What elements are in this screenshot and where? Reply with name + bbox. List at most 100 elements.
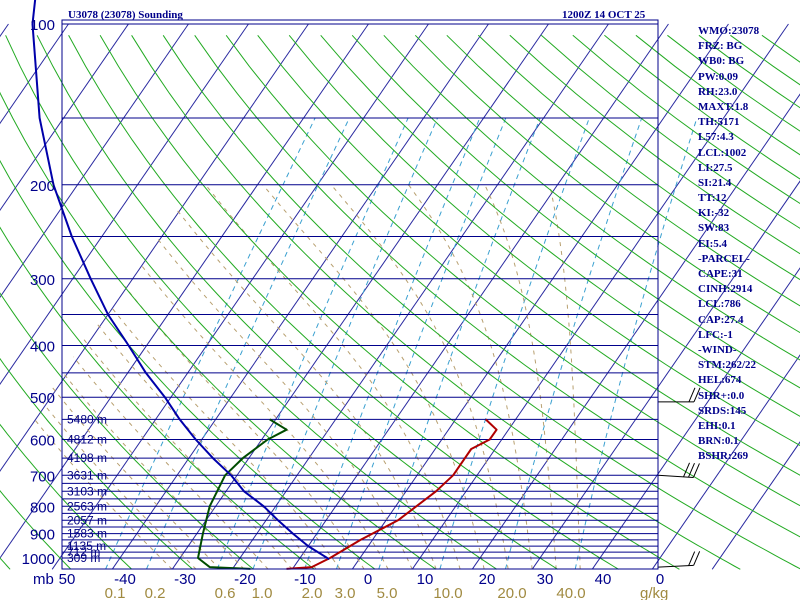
- dry-adiabat-line: [0, 357, 194, 570]
- dry-adiabat-line: [225, 35, 800, 507]
- index-item: TT:12: [698, 192, 727, 205]
- isotherm-line: [111, 23, 489, 570]
- dry-adiabat-line: [351, 34, 800, 389]
- mixing-ratio-tick-label: 1.0: [252, 585, 273, 600]
- isotherm-line: [0, 23, 309, 472]
- wind-barb-flag: [693, 387, 701, 403]
- pressure-tick-label: 400: [30, 339, 55, 356]
- wind-barb: [658, 387, 701, 403]
- dry-adiabat-line: [0, 226, 315, 570]
- index-item: STM:262/22: [698, 359, 757, 372]
- isobar-lines: [62, 23, 658, 559]
- pressure-tick-label: 1000: [22, 551, 55, 568]
- index-item: RH:23.0: [698, 85, 738, 98]
- dry-adiabat-line: [414, 34, 800, 334]
- sounding-time: 1200Z 14 OCT 25: [562, 9, 646, 21]
- index-item: LCL:786: [698, 298, 741, 311]
- index-item: L57:4.3: [698, 131, 734, 144]
- isotherm-line: [651, 354, 800, 570]
- index-item: KI:-32: [698, 207, 730, 220]
- index-item: BRN:0.1: [698, 435, 739, 448]
- index-item: EI:5.4: [698, 237, 728, 250]
- temperature-tick-label: -40: [114, 571, 136, 588]
- dry-adiabat-line: [5, 35, 498, 570]
- index-item: SI:21.4: [698, 176, 732, 189]
- isotherm-line: [411, 23, 789, 570]
- index-item: WB0: BG: [698, 55, 745, 68]
- isotherm-line: [231, 23, 609, 570]
- mixing-ratio-tick-label: 10.0: [433, 585, 462, 600]
- height-label: 2057 m: [67, 513, 107, 527]
- height-label: 309 m: [67, 551, 100, 565]
- dry-adiabat-line: [162, 35, 800, 570]
- dry-adiabat-line: [0, 490, 72, 570]
- wind-barb-flag: [693, 551, 701, 566]
- station-title: U3078 (23078) Sounding: [68, 9, 183, 21]
- index-item: TH:5171: [698, 116, 740, 129]
- index-item: CAP:27.4: [698, 313, 744, 326]
- index-item: HEL:674: [698, 374, 742, 387]
- index-panel: WMO:23078 FRZ: BG WB0: BG PW:0.09 RH:23.0 MAX…: [698, 24, 759, 464]
- moist-adiabat-line: [549, 184, 581, 570]
- dry-adiabat-line: [477, 34, 800, 281]
- dry-adiabat-line: [0, 159, 376, 570]
- mixing-ratio-tick-label: 0.2: [145, 585, 166, 600]
- dry-adiabat-line: [320, 34, 800, 417]
- sounding-profiles: [31, 0, 498, 570]
- moist-adiabat-line: [139, 262, 389, 570]
- isotherm-line: [0, 23, 69, 125]
- dry-adiabat-line: [68, 35, 619, 570]
- temperature-tick-label: 0: [656, 571, 664, 588]
- mixing-ratio-tick-label: 40.0: [556, 585, 585, 600]
- index-item: EHI:0.1: [698, 419, 736, 432]
- dry-adiabat-line: [0, 423, 133, 570]
- index-item: CAPE:31: [698, 268, 743, 280]
- height-label: 2563 m: [67, 499, 107, 513]
- plot-background: [62, 20, 658, 569]
- temperature-tick-label: -10: [294, 571, 316, 588]
- index-item: -PARCEL-: [698, 252, 750, 265]
- mixing-ratio-tick-label: 20.0: [497, 585, 526, 600]
- wind-barb-staff: [657, 564, 694, 568]
- index-item: SHR+:0.0: [698, 389, 745, 402]
- index-item: BSHR:269: [698, 450, 749, 463]
- height-label: 712 m: [67, 545, 100, 559]
- mixing-ratio-unit-label: g/kg: [640, 585, 668, 600]
- index-item: LI:27.5: [698, 161, 733, 174]
- mixing-ratio-tick-label: 5.0: [377, 585, 398, 600]
- plot-frame: [61, 19, 659, 570]
- height-label: 5480 m: [67, 412, 107, 426]
- index-item: LCL:1002: [698, 146, 747, 159]
- dry-adiabat-line: [257, 34, 800, 476]
- wind-barb-flag: [688, 387, 696, 403]
- wind-barb-flag: [688, 551, 696, 566]
- temperature-tick-label: 50: [59, 571, 76, 588]
- index-item: WMO:23078: [698, 25, 760, 37]
- isotherm-line: [0, 23, 249, 385]
- moist-adiabat-line: [205, 184, 461, 570]
- height-label: 3103 m: [67, 484, 107, 498]
- index-item: LFC:-1: [698, 328, 733, 341]
- parcel-profile: [31, 0, 330, 561]
- isotherm-line: [711, 441, 800, 570]
- temperature-tick-label: -30: [174, 571, 196, 588]
- dry-adiabat-line: [0, 91, 437, 570]
- moist-adiabat-line: [34, 419, 173, 570]
- isotherm-lines: [0, 23, 800, 570]
- pressure-tick-label: 500: [30, 390, 55, 407]
- dry-adiabat-line: [446, 34, 800, 307]
- index-item: SRDS:145: [698, 404, 747, 417]
- temperature-tick-label: 30: [537, 571, 554, 588]
- dry-adiabat-lines: [0, 34, 800, 570]
- wind-barbs: [657, 387, 701, 568]
- mixing-ratio-tick-label: 0.6: [215, 585, 236, 600]
- wind-barb-flag: [683, 462, 690, 478]
- isotherm-line: [0, 23, 129, 212]
- pressure-tick-label: 800: [30, 499, 55, 516]
- dry-adiabat-line: [36, 35, 558, 570]
- dry-adiabat-line: [288, 34, 800, 447]
- temperature-tick-label: 20: [479, 571, 496, 588]
- height-label: 1583 m: [67, 527, 107, 541]
- mixing-ratio-tick-label: 0.1: [105, 585, 126, 600]
